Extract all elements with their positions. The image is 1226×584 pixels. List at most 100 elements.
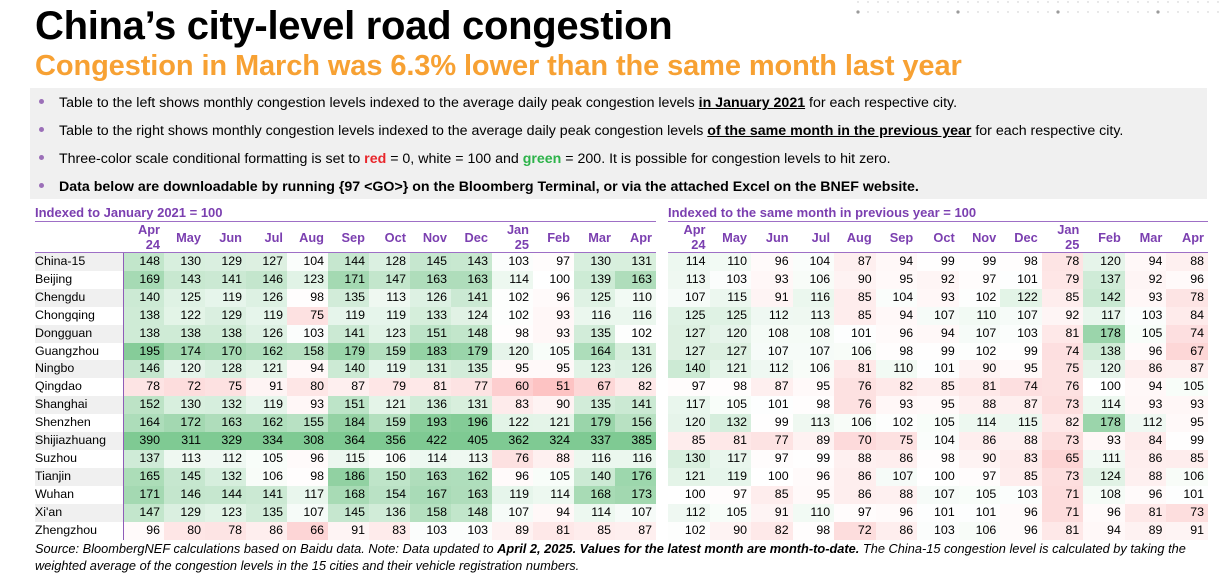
congestion-value: 143 [451, 252, 492, 271]
table-row: 112 105 91 110 97 96 101 101 96 71 96 81 73 [668, 503, 1208, 522]
congestion-value: 106 [958, 521, 1001, 540]
dot [947, 1, 949, 3]
congestion-value: 168 [574, 485, 615, 504]
congestion-value: 156 [615, 414, 656, 433]
congestion-value: 93 [1166, 396, 1208, 415]
congestion-value: 81 [1041, 521, 1084, 540]
congestion-value: 168 [328, 485, 369, 504]
table-row: Dongguan 138 138 138 126 103 141 123 151 148 98 93 1… [35, 324, 656, 343]
congestion-value: 113 [668, 270, 710, 289]
congestion-value: 121 [369, 396, 410, 415]
congestion-value: 81 [410, 378, 451, 397]
congestion-value: 130 [574, 252, 615, 271]
congestion-value: 86 [834, 467, 876, 486]
congestion-value: 107 [287, 503, 328, 522]
congestion-value: 93 [1124, 288, 1167, 307]
dot [1017, 11, 1019, 13]
congestion-value: 147 [123, 503, 164, 522]
city-name: Zhengzhou [35, 521, 124, 540]
dot [877, 1, 879, 3]
congestion-value: 121 [709, 360, 752, 379]
table-row: 97 98 87 95 76 82 85 81 74 76 100 94 105 [668, 378, 1208, 397]
header-row: Apr 24 May Jun Jul Aug Sep Oct Nov Dec Jan 25 Feb M… [35, 222, 656, 253]
congestion-value: 120 [709, 324, 752, 343]
dot [1037, 1, 1039, 3]
city-name: Guangzhou [35, 342, 124, 361]
congestion-value: 126 [410, 288, 451, 307]
congestion-value: 99 [917, 252, 959, 271]
dot [1047, 11, 1049, 13]
table-row: 121 119 100 96 86 107 100 97 85 73 124 88 106 [668, 467, 1208, 486]
table-row: Shijiazhuang 390 311 329 334 308 364 356 422 405 3… [35, 432, 656, 450]
congestion-value: 101 [917, 360, 959, 379]
congestion-value: 76 [492, 449, 533, 468]
dot [1217, 1, 1219, 3]
congestion-value: 89 [492, 521, 533, 540]
congestion-value: 133 [410, 306, 451, 325]
congestion-value: 127 [668, 324, 710, 343]
congestion-value: 167 [410, 485, 451, 504]
congestion-value: 114 [1083, 396, 1125, 415]
congestion-value: 90 [533, 396, 574, 415]
congestion-value: 116 [792, 288, 835, 307]
dot [1117, 11, 1119, 13]
congestion-value: 108 [1083, 485, 1125, 504]
congestion-value: 75 [1041, 360, 1084, 379]
month-header: Jun [751, 222, 793, 253]
dot [927, 11, 929, 13]
congestion-value: 163 [410, 467, 451, 486]
congestion-value: 135 [451, 360, 492, 379]
congestion-value: 103 [709, 270, 752, 289]
congestion-value: 88 [1166, 252, 1208, 271]
congestion-value: 123 [287, 270, 328, 289]
congestion-value: 102 [875, 414, 918, 433]
congestion-value: 113 [792, 414, 835, 433]
congestion-value: 116 [574, 306, 615, 325]
congestion-value: 151 [410, 324, 451, 343]
congestion-value: 138 [123, 306, 164, 325]
congestion-value: 119 [369, 360, 410, 379]
congestion-value: 119 [205, 288, 246, 307]
congestion-value: 98 [287, 288, 328, 307]
congestion-value: 95 [1000, 360, 1042, 379]
congestion-value: 106 [792, 270, 835, 289]
congestion-value: 131 [451, 396, 492, 415]
table-row: Wuhan 171 146 144 141 117 168 154 167 163 119 114 16… [35, 485, 656, 504]
congestion-value: 105 [1124, 324, 1167, 343]
congestion-value: 96 [792, 467, 835, 486]
congestion-value: 85 [1041, 288, 1084, 307]
congestion-value: 100 [668, 485, 710, 504]
congestion-value: 119 [492, 485, 533, 504]
congestion-value: 114 [574, 503, 615, 522]
congestion-value: 97 [709, 485, 752, 504]
congestion-value: 102 [615, 324, 656, 343]
dot [1197, 11, 1199, 13]
bullet-icon [39, 154, 44, 160]
dot [917, 11, 919, 13]
congestion-value: 130 [164, 396, 205, 415]
congestion-value: 95 [875, 270, 918, 289]
month-header: Sep [875, 222, 918, 253]
congestion-value: 110 [958, 306, 1001, 325]
congestion-value: 71 [1041, 485, 1084, 504]
congestion-value: 103 [492, 252, 533, 271]
congestion-value: 136 [410, 396, 451, 415]
congestion-value: 137 [1083, 270, 1125, 289]
congestion-value: 141 [328, 324, 369, 343]
congestion-value: 71 [1041, 503, 1084, 522]
congestion-value: 150 [369, 467, 410, 486]
congestion-value: 99 [1000, 342, 1042, 361]
note-text: Three-color scale conditional formatting… [59, 151, 365, 167]
congestion-value: 88 [958, 396, 1001, 415]
congestion-value: 145 [410, 252, 451, 271]
table-row: Chongqing 138 122 129 119 75 119 119 133 124 102 93… [35, 306, 656, 325]
congestion-value: 82 [615, 378, 656, 397]
congestion-value: 158 [287, 342, 328, 361]
congestion-value: 148 [451, 503, 492, 522]
month-header: May [709, 222, 752, 253]
month-header: Oct [917, 222, 959, 253]
congestion-value: 119 [369, 306, 410, 325]
table-row: 140 121 112 106 81 110 101 90 95 75 120 86 87 [668, 360, 1208, 379]
congestion-value: 99 [1166, 432, 1208, 450]
table-row: 113 103 93 106 90 95 92 97 101 79 137 92 96 [668, 270, 1208, 289]
